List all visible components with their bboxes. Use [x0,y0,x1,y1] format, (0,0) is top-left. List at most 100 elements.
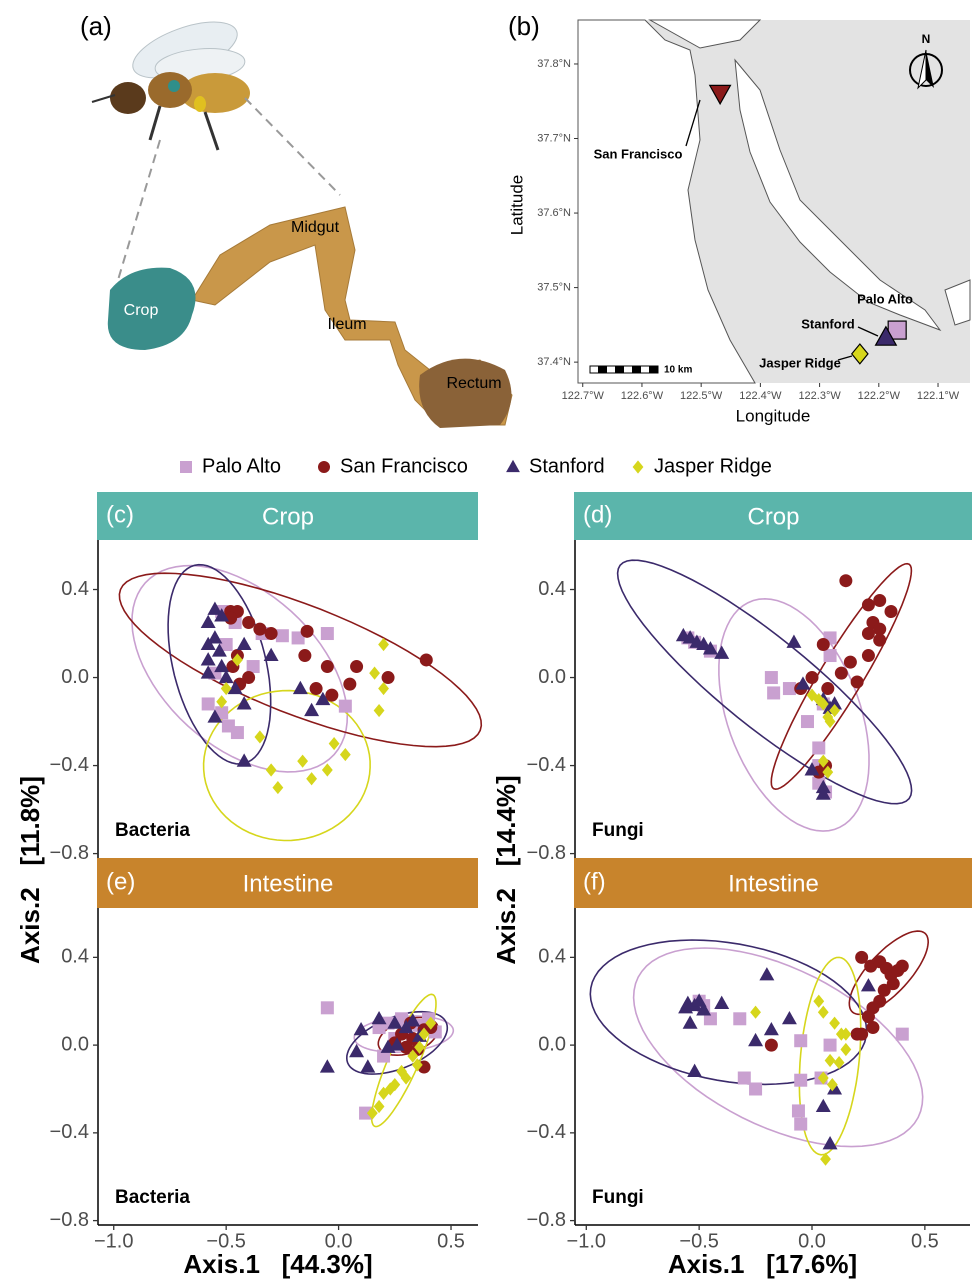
point [896,960,909,973]
point [242,616,255,629]
scale-bar-block [649,366,658,373]
point [862,598,875,611]
point [293,681,308,694]
y-tick-label: 0.4 [538,578,566,600]
point [272,781,283,794]
point [714,996,729,1009]
strip-label: Intestine [243,870,334,897]
point [817,638,830,651]
point [266,763,277,776]
y-tick-label: 37.5°N [537,281,571,293]
y-tick-label: 0.0 [61,1033,89,1055]
legend-marker [180,461,192,473]
figure: (a) Crop Midgut Ileum Rectum (b) Latitud… [0,0,972,1284]
page: { "panel_a": {"label": "(a)", "parts": [… [0,0,972,1284]
point [862,649,875,662]
point [839,574,852,587]
x-tick-label: 122.3°W [798,390,841,402]
x-axis-label: Axis.1 [17.6%] [668,1249,857,1279]
point [750,1006,761,1019]
bee-gut [194,96,206,112]
panel-tag: Fungi [592,1187,644,1208]
point [748,1033,763,1046]
point [310,682,323,695]
point [374,704,385,717]
point [794,1118,807,1131]
ellipse [719,599,869,831]
point [792,1104,805,1117]
scale-label: 10 km [664,365,692,376]
strip-label: Crop [262,503,314,530]
point [782,1011,797,1024]
x-axis-label: Axis.1 [44.3%] [183,1249,372,1279]
bee-leg [205,112,218,150]
point [896,1028,909,1041]
ellipse [618,560,912,804]
point [369,667,380,680]
point [794,1074,807,1087]
bee-leg [150,106,160,140]
x-tick-label: 122.1°W [917,390,960,402]
site-label: Stanford [801,316,855,331]
point [840,1043,851,1056]
point [844,656,857,669]
point [329,737,340,750]
legend-label: San Francisco [340,455,468,477]
panel-label: (e) [106,868,135,895]
legend-label: Palo Alto [202,455,281,477]
scale-bar-block [632,366,641,373]
y-tick-label: 0.4 [61,578,89,600]
point [861,978,876,991]
y-axis-label: Axis.2 [14.4%] [491,775,521,964]
panel-label: (c) [106,501,134,528]
point [813,995,824,1008]
x-tick-label: 122.6°W [621,390,664,402]
point [340,748,351,761]
point [354,1022,369,1035]
y-tick-label: 37.6°N [537,207,571,219]
point [733,1012,746,1025]
point [862,1010,875,1023]
point [253,623,266,636]
point [765,671,778,684]
y-tick-label: 0.4 [61,946,89,968]
y-tick-label: −0.8 [527,1209,566,1231]
y-tick-label: 0.4 [538,946,566,968]
y-tick-label: −0.4 [50,1121,89,1143]
y-tick-label: 37.4°N [537,356,571,368]
point [321,1001,334,1014]
legend-marker [633,460,644,473]
point [298,649,311,662]
point [835,667,848,680]
point [824,649,837,662]
y-tick-label: −0.4 [527,754,566,776]
point [767,686,780,699]
ellipse [634,948,923,1147]
panel-label: (b) [508,11,540,41]
legend-marker [506,460,520,472]
part-label: Ileum [327,316,366,333]
map [578,20,970,383]
callout-line [245,98,340,195]
y-tick-label: 0.0 [61,666,89,688]
callout-line [115,140,160,290]
y-axis-label: Axis.2 [11.8%] [15,776,45,964]
y-tick-label: −0.8 [50,842,89,864]
point [885,605,898,618]
legend-label: Stanford [529,455,605,477]
part-label: Midgut [291,219,340,236]
ellipse [132,566,347,772]
point [825,1054,836,1067]
x-tick-label: 122.7°W [562,390,605,402]
point [806,671,819,684]
point [765,1039,778,1052]
x-tick-label: 0.5 [437,1230,465,1252]
point [321,660,334,673]
point [816,1099,831,1112]
point [783,682,796,695]
x-tick-label: 122.4°W [739,390,782,402]
site-label: San Francisco [594,146,683,161]
point [823,1136,838,1149]
panel-tag: Bacteria [115,820,190,841]
y-tick-label: 0.0 [538,1033,566,1055]
